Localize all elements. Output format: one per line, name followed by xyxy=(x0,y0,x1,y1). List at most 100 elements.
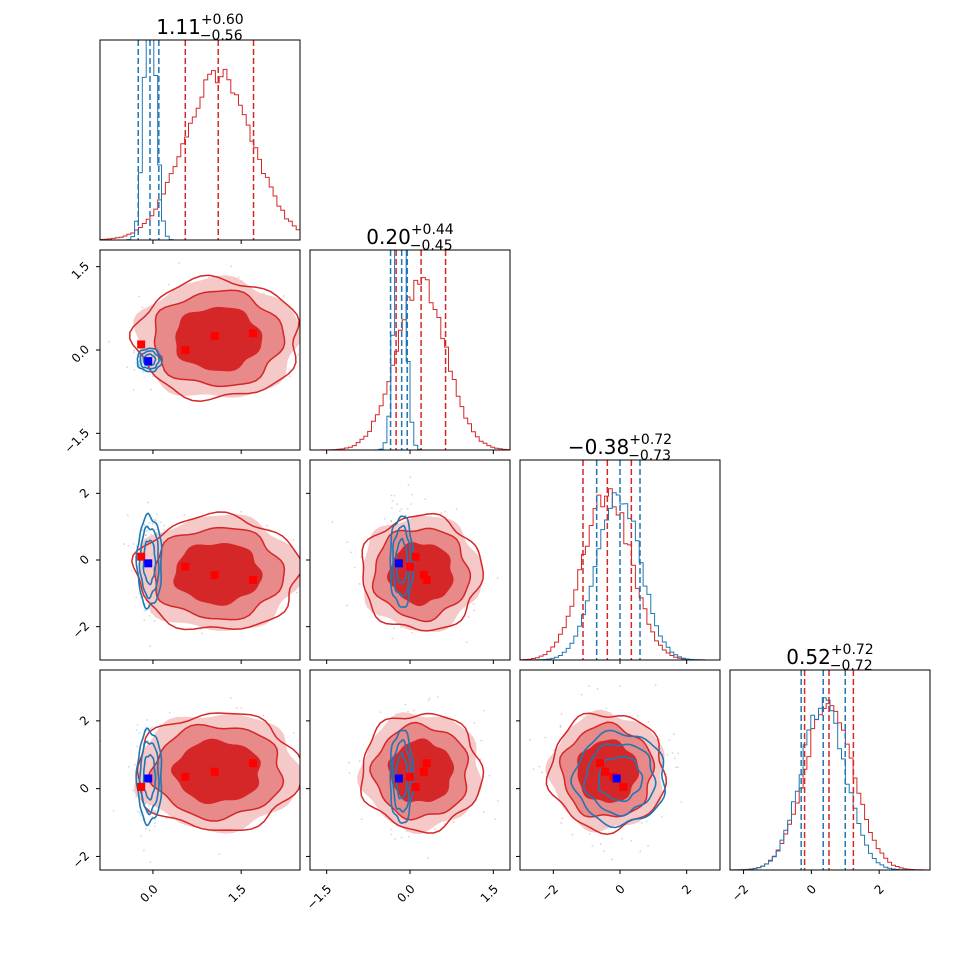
y-tick-label: −1.5 xyxy=(62,426,93,457)
scatter-point-red xyxy=(538,765,541,768)
x-tick-label: 0 xyxy=(804,882,819,897)
contour-red-2 xyxy=(175,306,263,372)
scatter-point-red xyxy=(559,726,562,728)
contour-blue-0 xyxy=(597,755,644,803)
title-plus: +0.72 xyxy=(629,432,672,448)
scatter-point-red xyxy=(496,577,499,580)
scatter-point-blue xyxy=(153,810,156,813)
scatter-point-red xyxy=(305,354,307,356)
scatter-point-red xyxy=(126,366,128,369)
scatter-point-red xyxy=(434,828,436,831)
scatter-point-blue xyxy=(135,596,138,599)
scatter-point-red xyxy=(132,389,135,391)
x-tick-label: 0.0 xyxy=(137,882,160,905)
y-tick-label: 2 xyxy=(77,486,92,501)
scatter-point-blue xyxy=(605,707,608,710)
title-plus: +0.60 xyxy=(201,12,244,28)
scatter-point-red xyxy=(526,747,528,749)
scatter-point-red xyxy=(427,699,430,702)
scatter-point-blue xyxy=(588,832,591,835)
contour-blue-2 xyxy=(570,729,667,829)
scatter-point-red xyxy=(151,815,154,818)
scatter-point-blue xyxy=(553,749,556,752)
hist-panel-2 xyxy=(520,460,720,660)
x-tick-label: 0.0 xyxy=(394,882,417,905)
scatter-point-red xyxy=(603,850,606,853)
scatter-point-red xyxy=(561,817,564,820)
scatter-point-red xyxy=(391,637,394,640)
title-value: 0.20 xyxy=(366,225,411,249)
marker-blue-0 xyxy=(394,559,403,568)
axes-frame-3-0 xyxy=(99,669,301,871)
scatter-point-red xyxy=(452,821,455,823)
marker-red-0 xyxy=(137,552,146,561)
scatter-point-blue xyxy=(671,752,674,754)
marker-red-1 xyxy=(181,562,190,571)
hist-blue-0 xyxy=(100,40,300,240)
scatter-point-blue xyxy=(396,503,399,505)
contour-blue-0 xyxy=(142,754,157,801)
scatter-point-red xyxy=(494,818,497,821)
scatter-point-red xyxy=(138,592,141,595)
scatter-point-red xyxy=(303,800,305,802)
axes-frame-0-0 xyxy=(99,39,301,241)
x-tick-label: 2 xyxy=(872,882,887,897)
title-value: 0.52 xyxy=(786,645,831,669)
scatter-point-red xyxy=(297,353,300,356)
scatter-point-blue xyxy=(135,362,138,364)
scatter-point-blue xyxy=(139,814,142,817)
axes-frame-3-3 xyxy=(729,669,931,871)
hist-panel-0 xyxy=(100,40,300,240)
scatter-point-blue xyxy=(156,528,158,531)
scatter-point-red xyxy=(443,822,446,825)
panel-title-0: 1.11+0.60 −0.56 xyxy=(156,12,243,44)
scatter-point-red xyxy=(390,520,393,523)
scatter-point-blue xyxy=(153,620,156,622)
scatter-point-red xyxy=(428,697,431,700)
panel-3-1 xyxy=(348,696,528,860)
title-value: −0.38 xyxy=(568,435,629,459)
panel-2-1 xyxy=(331,476,499,644)
scatter-point-red xyxy=(322,350,324,352)
contour-blue-2 xyxy=(136,347,163,373)
scatter-point-blue xyxy=(135,795,137,798)
scatter-point-blue xyxy=(151,522,154,525)
scatter-point-red xyxy=(482,811,485,813)
marker-red-3 xyxy=(422,576,431,584)
x-tick-label: −2 xyxy=(539,882,561,904)
scatter-point-blue xyxy=(677,752,680,755)
contour-blue-2 xyxy=(389,729,415,824)
x-tick-label: −1.5 xyxy=(304,882,335,913)
marker-red-2 xyxy=(419,767,428,776)
x-tick-label: 2 xyxy=(679,882,694,897)
contour-blue-1 xyxy=(138,740,160,816)
scatter-point-red xyxy=(488,774,491,777)
contour-blue-2 xyxy=(135,727,163,827)
scatter-point-red xyxy=(316,369,318,371)
scatter-point-red xyxy=(346,604,348,607)
scatter-point-blue xyxy=(160,521,162,524)
scatter-point-red xyxy=(144,802,147,805)
marker-red-2 xyxy=(210,767,219,776)
scatter-point-red xyxy=(200,632,203,635)
marker-blue-0 xyxy=(394,774,403,783)
scatter-point-blue xyxy=(142,370,145,373)
scatter-point-red xyxy=(163,529,166,531)
scatter-point-blue xyxy=(145,534,148,537)
scatter-point-red xyxy=(288,375,291,378)
scatter-point-red xyxy=(295,591,298,594)
scatter-point-blue xyxy=(621,837,624,840)
scatter-point-red xyxy=(77,764,79,766)
scatter-point-blue xyxy=(148,808,151,811)
scatter-point-blue xyxy=(136,745,138,748)
scatter-point-blue xyxy=(154,811,157,814)
marker-red-1 xyxy=(181,346,190,354)
scatter-point-blue xyxy=(645,820,648,823)
hist-blue-2 xyxy=(520,492,720,660)
marker-blue-0 xyxy=(144,774,153,783)
scatter-point-blue xyxy=(151,726,153,728)
scatter-point-blue xyxy=(390,519,393,522)
marker-red-2 xyxy=(419,571,428,579)
marker-blue-0 xyxy=(612,774,621,783)
